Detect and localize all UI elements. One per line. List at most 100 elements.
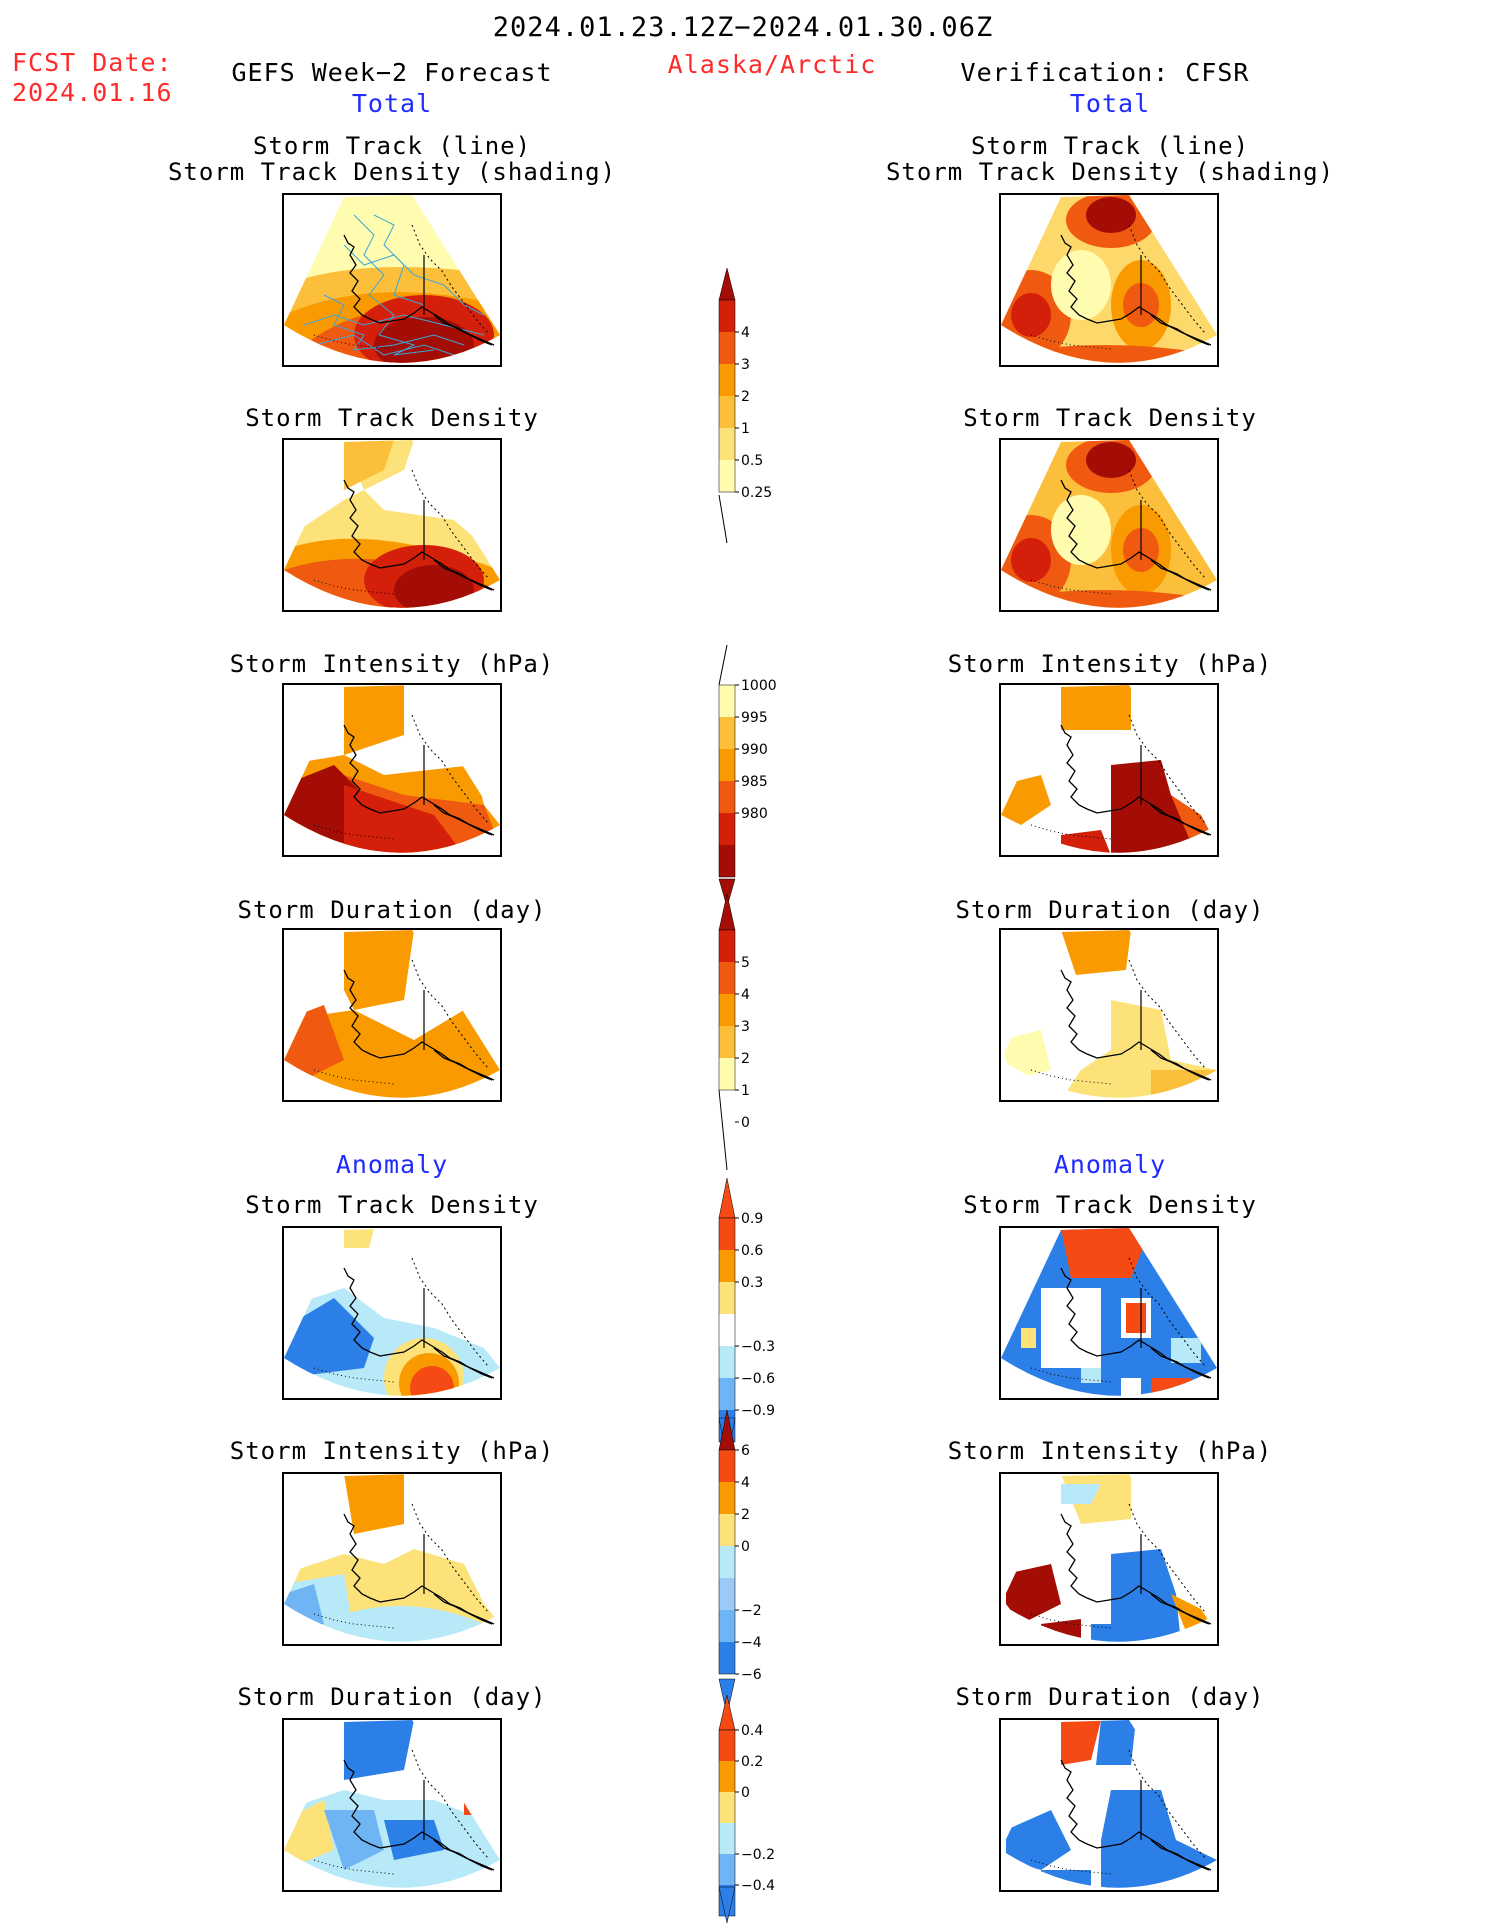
density-tick-label: 4 <box>741 325 750 341</box>
intensity_anom-tick-label: 2 <box>741 1507 750 1523</box>
density_anom-color-box <box>719 1314 735 1346</box>
forecast-density-anomaly-map-svg <box>284 1228 500 1396</box>
verification-track-map <box>999 193 1219 367</box>
intensity_anom-color-box <box>719 1642 735 1674</box>
left-duration-title: Storm Duration (day) <box>237 896 547 924</box>
density_anom-color-box <box>719 1218 735 1250</box>
right-track-title: Storm Track (line) Storm Track Density (… <box>886 133 1334 185</box>
right-track-title-line1: Storm Track (line) <box>970 132 1250 160</box>
colorbar-duration-svg: 0 1 2 3 4 5 <box>718 893 750 1171</box>
right-anom-density-title: Storm Track Density <box>963 1191 1257 1219</box>
duration-tick-label: 0 <box>741 1115 750 1131</box>
left-intensity-title: Storm Intensity (hPa) <box>229 650 555 678</box>
forecast-density-map <box>282 438 502 612</box>
colorbar-intensity-anomaly-boxes: 6 4 2 0 −2 −4 −6 <box>718 1443 762 1683</box>
right-track-title-line2: Storm Track Density (shading) <box>885 158 1335 186</box>
forecast-density-anomaly-map <box>282 1226 502 1400</box>
left-anom-intensity-title: Storm Intensity (hPa) <box>229 1437 555 1465</box>
duration_anom-tick-label: 0 <box>741 1785 750 1801</box>
colorbar-duration-bottom-line <box>718 1089 728 1171</box>
intensity-color-box <box>719 845 735 877</box>
left-anom-duration-title: Storm Duration (day) <box>237 1683 547 1711</box>
intensity-color-box <box>719 781 735 813</box>
colorbar-intensity-boxes: 1000 995 990 985 980 <box>718 678 777 878</box>
intensity-color-box <box>719 717 735 749</box>
density-color-box <box>719 428 735 460</box>
region-label: Alaska/Arctic <box>667 50 877 79</box>
duration-tick-label: 1 <box>741 1083 750 1099</box>
duration-outline <box>718 929 736 1091</box>
colorbar-duration-anomaly: 0.4 0.2 0 −0.2 −0.4 <box>700 1694 800 1925</box>
intensity-tick-label: 980 <box>741 806 768 822</box>
forecast-duration-anomaly-map-svg <box>284 1720 500 1888</box>
fcst-date-label: FCST Date: <box>12 48 173 77</box>
density-color-box <box>719 396 735 428</box>
verification-subtitle: Total <box>1069 89 1151 118</box>
density-outline <box>718 299 736 493</box>
right-anom-intensity-title: Storm Intensity (hPa) <box>947 1437 1273 1465</box>
density-color-box <box>719 460 735 492</box>
duration_anom-tick-label: 0.4 <box>741 1723 763 1739</box>
duration-color-box <box>719 930 735 962</box>
intensity_anom-color-box <box>719 1610 735 1642</box>
forecast-intensity-map-svg <box>284 685 500 853</box>
date-range-title: 2024.01.23.12Z−2024.01.30.06Z <box>492 12 994 43</box>
intensity-color-box <box>719 813 735 845</box>
duration-tick-label: 5 <box>741 955 750 971</box>
colorbar-duration-top-arrow <box>718 893 736 931</box>
density_anom-color-box <box>719 1250 735 1282</box>
density-tick-label: 0.5 <box>741 453 763 469</box>
duration-color-box <box>719 962 735 994</box>
right-anomaly-heading: Anomaly <box>1053 1150 1167 1179</box>
duration_anom-color-box <box>719 1823 735 1854</box>
density-color-box <box>719 300 735 332</box>
duration_anom-tick-label: −0.4 <box>741 1878 775 1894</box>
duration_anom-color-box <box>719 1761 735 1792</box>
verification-intensity-anomaly-map-svg <box>1001 1474 1217 1642</box>
density_anom-tick-label: 0.6 <box>741 1243 763 1259</box>
colorbar-density-anomaly-top-arrow <box>718 1177 736 1219</box>
forecast-density-map-svg <box>284 440 500 608</box>
density_anom-tick-label: 0.9 <box>741 1211 763 1227</box>
intensity_anom-tick-label: −4 <box>741 1635 762 1651</box>
forecast-duration-map-svg <box>284 930 500 1098</box>
forecast-duration-map <box>282 928 502 1102</box>
intensity_anom-tick-label: 0 <box>741 1539 750 1555</box>
colorbar-duration-anomaly-top-arrow <box>718 1694 736 1731</box>
left-track-title-line1: Storm Track (line) <box>252 132 532 160</box>
duration_anom-color-box <box>719 1730 735 1761</box>
density-tick-label: 0.25 <box>741 485 772 501</box>
verification-duration-anomaly-map-svg <box>1001 1720 1217 1888</box>
density-tick-label: 3 <box>741 357 750 373</box>
colorbar-intensity-anomaly: 6 4 2 0 −2 −4 −6 <box>700 1409 800 1720</box>
intensity-outline <box>718 684 736 878</box>
intensity_anom-tick-label: 6 <box>741 1443 750 1459</box>
verification-density-anomaly-map <box>999 1226 1219 1400</box>
intensity_anom-outline <box>718 1449 736 1675</box>
density_anom-color-box <box>719 1346 735 1378</box>
intensity_anom-tick-label: −6 <box>741 1667 762 1683</box>
colorbar-intensity-svg: 1000 995 990 985 980 <box>718 644 777 908</box>
intensity-tick-label: 1000 <box>741 678 777 694</box>
intensity_anom-color-box <box>719 1514 735 1546</box>
intensity_anom-tick-label: 4 <box>741 1475 750 1491</box>
verification-duration-map <box>999 928 1219 1102</box>
colorbar-duration-boxes: 0 1 2 3 4 5 <box>718 929 750 1131</box>
density_anom-tick-label: −0.3 <box>741 1339 775 1355</box>
fcst-date-value: 2024.01.16 <box>12 78 173 107</box>
forecast-title: GEFS Week−2 Forecast <box>231 58 553 87</box>
left-track-title-line2: Storm Track Density (shading) <box>167 158 617 186</box>
duration-color-box <box>719 1058 735 1090</box>
colorbar-intensity-top-line <box>718 644 728 686</box>
duration-color-box <box>719 994 735 1026</box>
intensity_anom-color-box <box>719 1482 735 1514</box>
left-anom-density-title: Storm Track Density <box>245 1191 539 1219</box>
density_anom-tick-label: −0.6 <box>741 1371 775 1387</box>
density-tick-label: 2 <box>741 389 750 405</box>
duration_anom-tick-label: 0.2 <box>741 1754 763 1770</box>
right-density-title: Storm Track Density <box>963 404 1257 432</box>
intensity-tick-label: 990 <box>741 742 768 758</box>
forecast-subtitle: Total <box>351 89 433 118</box>
density_anom-color-box <box>719 1282 735 1314</box>
density-color-box <box>719 364 735 396</box>
